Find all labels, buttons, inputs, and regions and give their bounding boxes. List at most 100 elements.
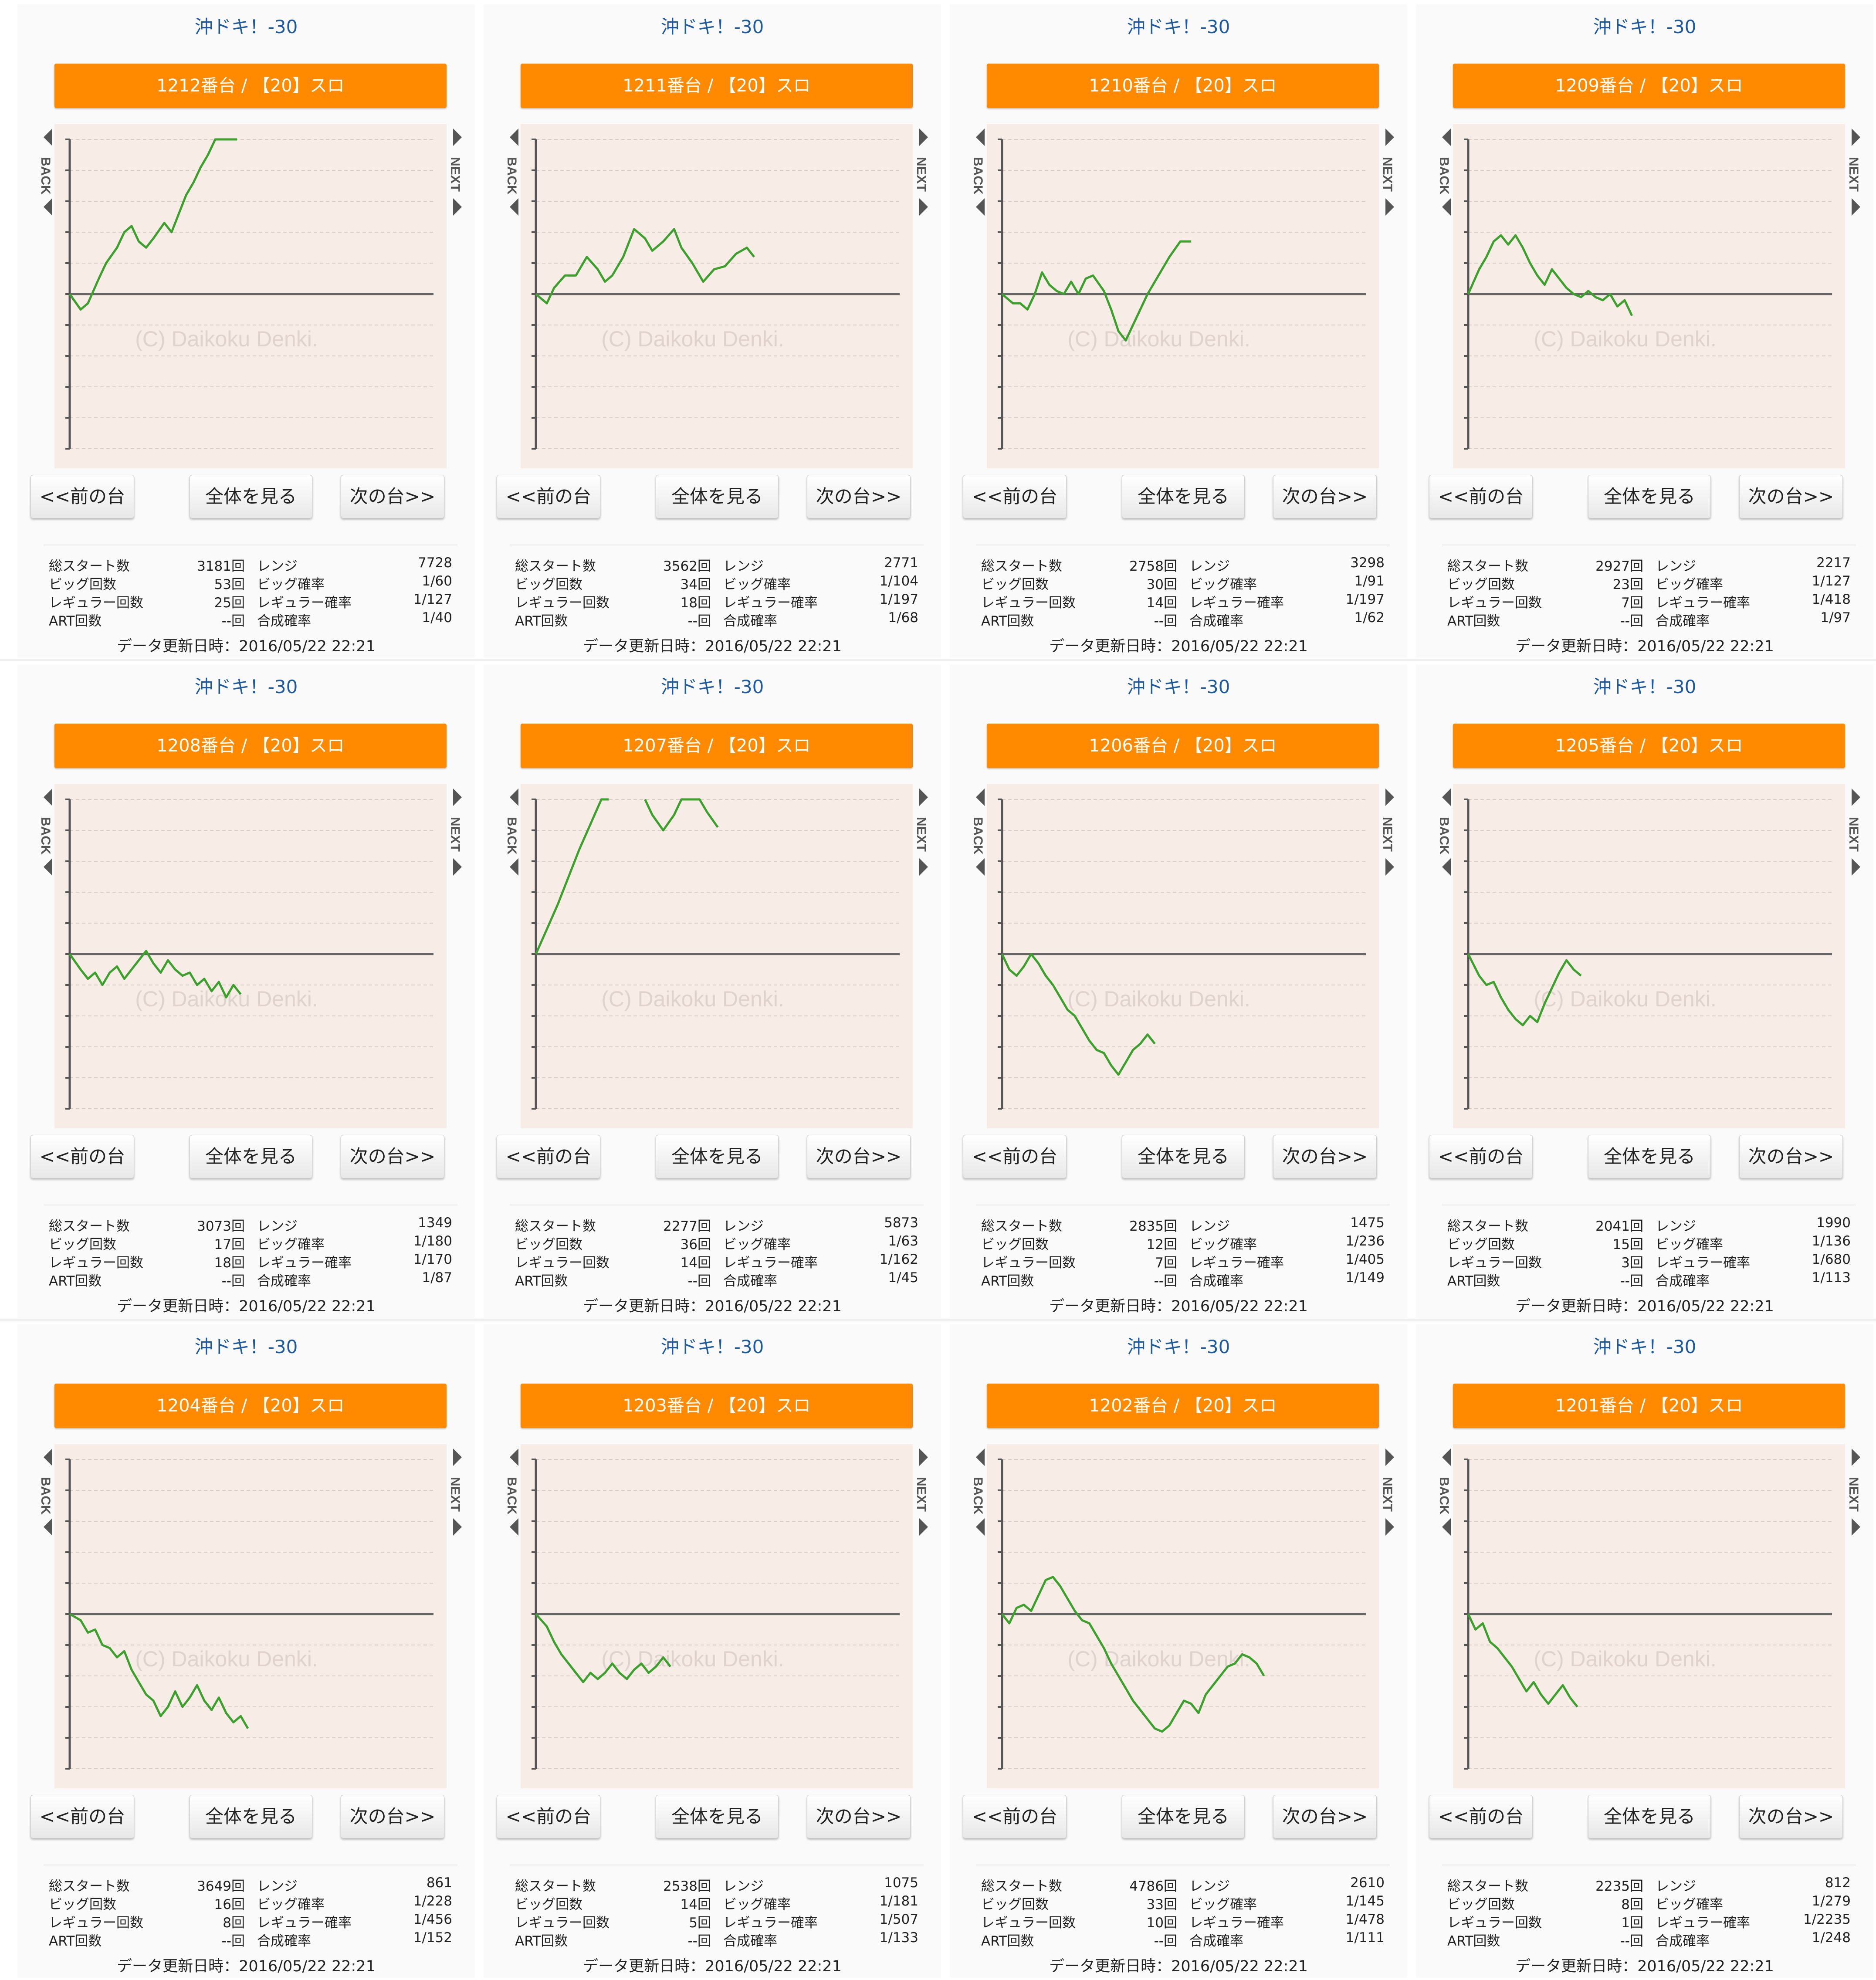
site-title[interactable]: 沖ドキ！-30 [1593,1336,1697,1357]
next-label[interactable]: NEXT [914,817,928,852]
view-all-button[interactable]: 全体を見る [656,1795,779,1838]
back-label[interactable]: BACK [1437,817,1451,855]
next-machine-button[interactable]: 次の台>> [1739,1795,1843,1838]
view-all-button[interactable]: 全体を見る [1122,1795,1245,1838]
machine-header[interactable]: 1209番台 / 【20】スロ [1453,64,1845,108]
back-arrow-icon[interactable] [1442,129,1451,146]
next-arrow-icon[interactable] [1385,1518,1394,1536]
prev-machine-button[interactable]: <<前の台 [497,1135,600,1178]
next-arrow-icon[interactable] [1852,1518,1860,1536]
back-arrow-icon[interactable] [1442,1518,1451,1536]
back-arrow-icon[interactable] [44,789,52,806]
machine-header[interactable]: 1204番台 / 【20】スロ [54,1384,447,1428]
view-all-button[interactable]: 全体を見る [190,1795,312,1838]
prev-machine-button[interactable]: <<前の台 [30,475,134,518]
back-arrow-icon[interactable] [44,858,52,876]
back-arrow-icon[interactable] [976,129,985,146]
back-label[interactable]: BACK [505,817,519,855]
next-arrow-icon[interactable] [1852,198,1860,216]
next-arrow-icon[interactable] [1385,198,1394,216]
back-arrow-icon[interactable] [510,858,518,876]
view-all-button[interactable]: 全体を見る [1588,1795,1711,1838]
site-title[interactable]: 沖ドキ！-30 [1593,16,1697,37]
next-arrow-icon[interactable] [453,858,462,876]
next-label[interactable]: NEXT [1380,1477,1395,1512]
site-title[interactable]: 沖ドキ！-30 [660,16,764,37]
next-arrow-icon[interactable] [919,198,928,216]
view-all-button[interactable]: 全体を見る [1588,1135,1711,1178]
next-arrow-icon[interactable] [453,198,462,216]
next-arrow-icon[interactable] [919,789,928,806]
back-label[interactable]: BACK [38,817,53,855]
back-arrow-icon[interactable] [44,1518,52,1536]
next-machine-button[interactable]: 次の台>> [1273,1795,1377,1838]
back-arrow-icon[interactable] [1442,1449,1451,1466]
next-arrow-icon[interactable] [919,858,928,876]
back-label[interactable]: BACK [971,157,985,195]
view-all-button[interactable]: 全体を見る [1588,475,1711,518]
prev-machine-button[interactable]: <<前の台 [497,475,600,518]
site-title[interactable]: 沖ドキ！-30 [1127,1336,1230,1357]
next-arrow-icon[interactable] [1385,1449,1394,1466]
machine-header[interactable]: 1206番台 / 【20】スロ [987,724,1379,768]
next-label[interactable]: NEXT [1846,157,1861,192]
next-arrow-icon[interactable] [1852,789,1860,806]
next-machine-button[interactable]: 次の台>> [341,1795,444,1838]
machine-header[interactable]: 1212番台 / 【20】スロ [54,64,447,108]
view-all-button[interactable]: 全体を見る [190,475,312,518]
prev-machine-button[interactable]: <<前の台 [30,1795,134,1838]
prev-machine-button[interactable]: <<前の台 [1429,475,1533,518]
next-label[interactable]: NEXT [448,1477,462,1512]
back-arrow-icon[interactable] [510,1449,518,1466]
next-label[interactable]: NEXT [1380,817,1395,852]
back-arrow-icon[interactable] [1442,198,1451,216]
back-arrow-icon[interactable] [510,789,518,806]
next-arrow-icon[interactable] [1852,858,1860,876]
back-arrow-icon[interactable] [44,1449,52,1466]
machine-header[interactable]: 1203番台 / 【20】スロ [521,1384,913,1428]
back-label[interactable]: BACK [1437,157,1451,195]
next-machine-button[interactable]: 次の台>> [341,475,444,518]
site-title[interactable]: 沖ドキ！-30 [194,676,298,697]
machine-header[interactable]: 1211番台 / 【20】スロ [521,64,913,108]
prev-machine-button[interactable]: <<前の台 [963,1135,1067,1178]
back-arrow-icon[interactable] [510,129,518,146]
next-arrow-icon[interactable] [919,1449,928,1466]
back-label[interactable]: BACK [971,1477,985,1515]
next-label[interactable]: NEXT [448,157,462,192]
site-title[interactable]: 沖ドキ！-30 [194,16,298,37]
machine-header[interactable]: 1207番台 / 【20】スロ [521,724,913,768]
machine-header[interactable]: 1208番台 / 【20】スロ [54,724,447,768]
next-arrow-icon[interactable] [1852,129,1860,146]
back-arrow-icon[interactable] [976,789,985,806]
next-arrow-icon[interactable] [1385,858,1394,876]
site-title[interactable]: 沖ドキ！-30 [660,676,764,697]
back-arrow-icon[interactable] [510,1518,518,1536]
next-machine-button[interactable]: 次の台>> [807,1135,911,1178]
back-label[interactable]: BACK [38,157,53,195]
site-title[interactable]: 沖ドキ！-30 [660,1336,764,1357]
view-all-button[interactable]: 全体を見る [656,1135,779,1178]
next-arrow-icon[interactable] [1385,789,1394,806]
back-arrow-icon[interactable] [976,1518,985,1536]
prev-machine-button[interactable]: <<前の台 [30,1135,134,1178]
back-arrow-icon[interactable] [976,1449,985,1466]
machine-header[interactable]: 1202番台 / 【20】スロ [987,1384,1379,1428]
prev-machine-button[interactable]: <<前の台 [963,1795,1067,1838]
back-arrow-icon[interactable] [44,129,52,146]
prev-machine-button[interactable]: <<前の台 [963,475,1067,518]
next-machine-button[interactable]: 次の台>> [341,1135,444,1178]
back-arrow-icon[interactable] [976,198,985,216]
back-arrow-icon[interactable] [1442,789,1451,806]
next-machine-button[interactable]: 次の台>> [1739,1135,1843,1178]
next-machine-button[interactable]: 次の台>> [1273,475,1377,518]
next-label[interactable]: NEXT [1846,1477,1861,1512]
back-arrow-icon[interactable] [510,198,518,216]
next-label[interactable]: NEXT [1846,817,1861,852]
site-title[interactable]: 沖ドキ！-30 [1593,676,1697,697]
prev-machine-button[interactable]: <<前の台 [1429,1795,1533,1838]
back-arrow-icon[interactable] [1442,858,1451,876]
back-label[interactable]: BACK [1437,1477,1451,1515]
site-title[interactable]: 沖ドキ！-30 [194,1336,298,1357]
next-label[interactable]: NEXT [914,157,928,192]
